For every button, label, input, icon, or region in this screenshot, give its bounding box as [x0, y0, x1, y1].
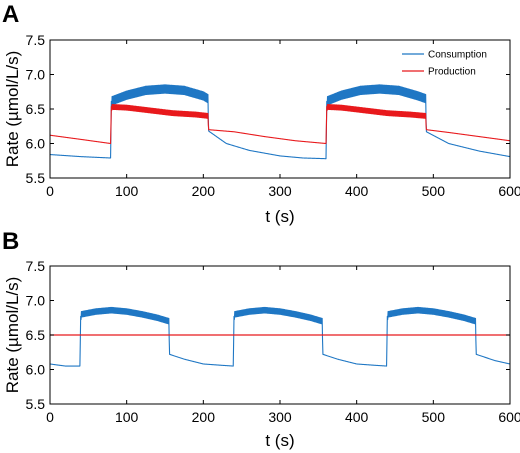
y-tick-label: 6.0	[26, 136, 46, 152]
x-tick-label: 300	[268, 183, 292, 199]
x-tick-label: 200	[192, 409, 216, 425]
x-tick-label: 500	[422, 183, 446, 199]
y-tick-label: 5.5	[26, 170, 46, 186]
legend-production-label: Production	[428, 67, 476, 78]
x-tick-label: 100	[115, 409, 139, 425]
panel-a-series-production	[49, 103, 511, 145]
y-tick-label: 7.0	[26, 293, 46, 309]
panel-a-y-ticks: 5.5 6.0 6.5 7.0 7.5	[26, 32, 510, 186]
panel-a-legend: Consumption Production	[402, 50, 487, 78]
x-tick-label: 0	[46, 183, 54, 199]
panel-a-x-ticks: 0 100 200 300 400 500 600	[46, 40, 520, 199]
legend-consumption-label: Consumption	[428, 50, 487, 61]
panel-b-letter: B	[2, 228, 19, 255]
x-tick-label: 300	[268, 409, 292, 425]
y-tick-label: 7.0	[26, 67, 46, 83]
panel-b-series-consumption	[49, 306, 511, 367]
panel-b-series	[49, 306, 511, 367]
panel-b-x-axis-label: t (s)	[265, 431, 294, 450]
y-tick-label: 7.5	[26, 258, 46, 274]
panel-b-y-axis-label: Rate (µmol/L/s)	[3, 277, 22, 394]
panel-a-series	[49, 84, 511, 160]
panel-a-x-axis-label: t (s)	[265, 207, 294, 226]
x-tick-label: 400	[345, 183, 369, 199]
x-tick-label: 400	[345, 409, 369, 425]
y-tick-label: 5.5	[26, 396, 46, 412]
x-tick-label: 500	[422, 409, 446, 425]
panel-a-y-axis-label: Rate (µmol/L/s)	[3, 51, 22, 168]
panel-a: A 0 100 200 300 400 500 600 5.5 6.0 6.5 7.0 7.5 t …	[2, 1, 520, 226]
y-tick-label: 7.5	[26, 32, 46, 48]
panel-a-series-consumption	[49, 84, 511, 160]
x-tick-label: 200	[192, 183, 216, 199]
panel-a-letter: A	[2, 1, 19, 28]
y-tick-label: 6.5	[26, 101, 46, 117]
y-tick-label: 6.5	[26, 327, 46, 343]
x-tick-label: 100	[115, 183, 139, 199]
x-tick-label: 600	[498, 183, 520, 199]
x-tick-label: 0	[46, 409, 54, 425]
y-tick-label: 6.0	[26, 362, 46, 378]
panel-b-y-ticks: 5.5 6.0 6.5 7.0 7.5	[26, 258, 510, 412]
panel-b: B 0 100 200 300 400 500 600 5.5 6.0 6.5 7.0 7.5 t …	[2, 228, 520, 450]
panel-b-x-ticks: 0 100 200 300 400 500 600	[46, 266, 520, 425]
x-tick-label: 600	[498, 409, 520, 425]
